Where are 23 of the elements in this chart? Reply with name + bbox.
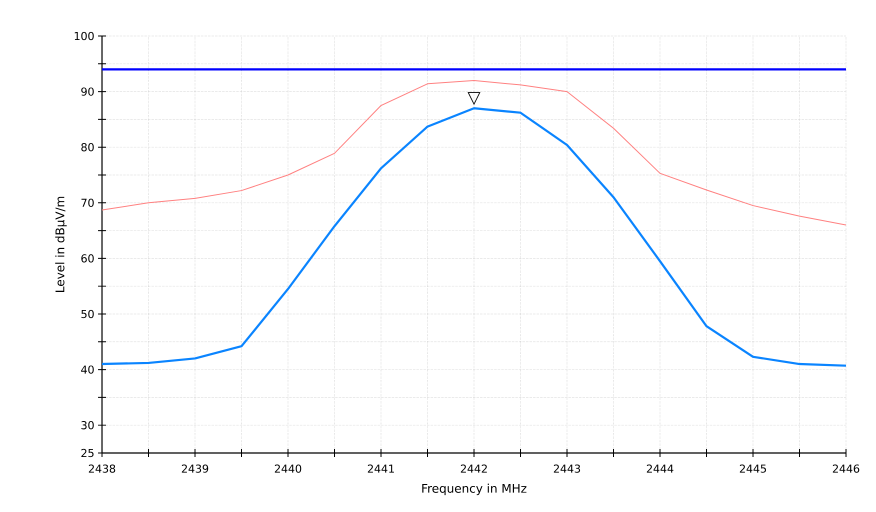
line-series	[102, 80, 847, 226]
x-tick-label: 2445	[740, 464, 766, 473]
y-tick-label: 100	[74, 32, 94, 40]
y-tick-label: 80	[81, 143, 94, 152]
x-tick-label: 2441	[368, 464, 394, 473]
y-tick-label: 70	[81, 198, 94, 207]
x-tick-label: 2440	[274, 464, 302, 473]
x-tick-label: 2446	[832, 464, 860, 473]
x-axis-title: Frequency in MHz	[422, 484, 526, 496]
x-tick-label: 2444	[646, 464, 674, 473]
x-tick-label: 2443	[554, 464, 580, 473]
y-axis-title: Level in dBµV/m	[55, 196, 67, 292]
y-tick-label: 25	[81, 448, 94, 458]
x-tick-label: 2442	[460, 464, 487, 473]
line-series	[100, 107, 848, 367]
y-tick-label: 60	[81, 254, 94, 263]
y-tick-label: 30	[81, 421, 94, 430]
x-tick-label: 2438	[88, 464, 116, 473]
y-tick-label: 40	[81, 365, 94, 374]
annotation: ▽	[468, 92, 480, 106]
y-tick-label: 50	[81, 310, 94, 318]
y-tick-label: 90	[81, 87, 94, 96]
x-tick-label: 2439	[182, 464, 208, 473]
